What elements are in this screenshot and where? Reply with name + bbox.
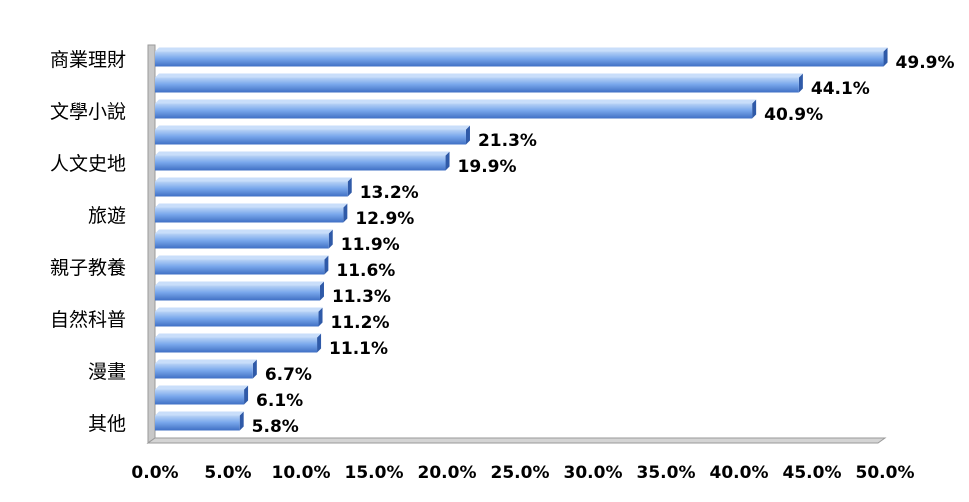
x-tick-label: 50.0% bbox=[856, 463, 915, 483]
bar-top bbox=[155, 177, 352, 182]
bar-side bbox=[445, 151, 450, 171]
x-tick-label: 0.0% bbox=[131, 463, 178, 483]
bar-top bbox=[155, 99, 757, 104]
category-label: 商業理財 bbox=[50, 49, 126, 71]
data-label: 19.9% bbox=[458, 157, 517, 177]
bar-side bbox=[318, 307, 323, 327]
bar bbox=[155, 337, 318, 353]
bar bbox=[155, 103, 753, 119]
category-label: 漫畫 bbox=[88, 361, 126, 383]
category-label: 人文史地 bbox=[50, 153, 126, 175]
x-tick-label: 20.0% bbox=[418, 463, 477, 483]
bar-side bbox=[798, 73, 803, 93]
bar-side bbox=[347, 177, 352, 197]
bar bbox=[155, 311, 319, 327]
data-label: 11.9% bbox=[341, 235, 400, 255]
bar bbox=[155, 51, 884, 67]
x-tick-label: 40.0% bbox=[710, 463, 769, 483]
data-label: 11.3% bbox=[332, 287, 391, 307]
bar-side bbox=[252, 359, 257, 379]
data-label: 12.9% bbox=[355, 209, 414, 229]
x-tick-label: 35.0% bbox=[637, 463, 696, 483]
x-tick-label: 15.0% bbox=[345, 463, 404, 483]
bar-side bbox=[324, 255, 329, 275]
bar bbox=[155, 207, 344, 223]
bar-side bbox=[465, 125, 470, 145]
data-label: 44.1% bbox=[811, 79, 870, 99]
bar-top bbox=[155, 47, 888, 52]
category-label: 其他 bbox=[88, 413, 126, 435]
data-label: 13.2% bbox=[360, 183, 419, 203]
bar-top bbox=[155, 229, 333, 234]
bar-side bbox=[244, 385, 249, 405]
data-label: 11.2% bbox=[331, 313, 390, 333]
category-label: 旅遊 bbox=[88, 205, 126, 227]
bar bbox=[155, 155, 446, 171]
chart-back-wall bbox=[147, 44, 156, 444]
data-label: 40.9% bbox=[764, 105, 823, 125]
data-label: 5.8% bbox=[252, 417, 299, 437]
axis-layer bbox=[146, 44, 887, 444]
category-label: 文學小說 bbox=[50, 101, 126, 123]
bar bbox=[155, 389, 245, 405]
bars-layer bbox=[155, 47, 888, 431]
bar-side bbox=[343, 203, 348, 223]
bar bbox=[155, 285, 320, 301]
x-tick-label: 5.0% bbox=[204, 463, 251, 483]
chart-floor bbox=[146, 437, 887, 444]
x-tick-label: 30.0% bbox=[564, 463, 623, 483]
bar-top bbox=[155, 281, 324, 286]
bar-top bbox=[155, 333, 322, 338]
bar-top bbox=[155, 411, 244, 416]
labels-layer: 49.9% 商業理財 44.1% 40.9% 文學小說 21.3% 19.9% 人文史地 13.… bbox=[50, 49, 955, 483]
category-label: 自然科普 bbox=[50, 309, 126, 331]
bar bbox=[155, 129, 466, 145]
data-label: 21.3% bbox=[478, 131, 537, 151]
data-label: 6.7% bbox=[265, 365, 312, 385]
bar-side bbox=[328, 229, 333, 249]
bar bbox=[155, 181, 348, 197]
bar-side bbox=[752, 99, 757, 119]
bar-top bbox=[155, 73, 803, 78]
bar bbox=[155, 259, 325, 275]
bar bbox=[155, 233, 329, 249]
bar-top bbox=[155, 203, 348, 208]
bar-top bbox=[155, 125, 470, 130]
bar-side bbox=[319, 281, 324, 301]
data-label: 6.1% bbox=[256, 391, 303, 411]
x-tick-label: 10.0% bbox=[272, 463, 331, 483]
bar-top bbox=[155, 359, 257, 364]
bar bbox=[155, 415, 240, 431]
x-tick-label: 25.0% bbox=[491, 463, 550, 483]
bar-top bbox=[155, 255, 329, 260]
bar-top bbox=[155, 151, 450, 156]
x-tick-label: 45.0% bbox=[783, 463, 842, 483]
data-label: 49.9% bbox=[896, 53, 955, 73]
data-label: 11.6% bbox=[336, 261, 395, 281]
bar bbox=[155, 77, 799, 93]
data-label: 11.1% bbox=[329, 339, 388, 359]
bar-side bbox=[883, 47, 888, 67]
bar-top bbox=[155, 385, 249, 390]
bar-side bbox=[317, 333, 322, 353]
category-label: 親子教養 bbox=[50, 257, 126, 279]
bar-top bbox=[155, 307, 323, 312]
bar bbox=[155, 363, 253, 379]
bar-side bbox=[239, 411, 244, 431]
